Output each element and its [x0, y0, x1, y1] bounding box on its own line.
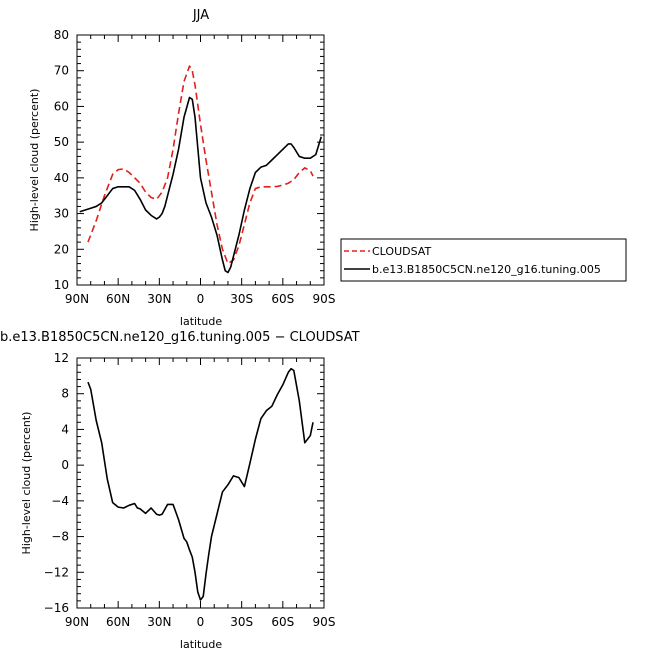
x-tick-label: 60S — [271, 292, 294, 306]
x-tick-label: 90N — [65, 292, 89, 306]
x-tick-label: 30S — [230, 615, 253, 629]
y-tick-label: 80 — [54, 28, 69, 42]
x-tick-label: 90S — [313, 615, 336, 629]
x-tick-label: 0 — [197, 615, 205, 629]
y-tick-label: −4 — [51, 494, 69, 508]
top-x-ticks: 90N 60N 30N 0 30S 60S 90S — [65, 35, 336, 306]
top-y-axis-label: High-level cloud (percent) — [28, 89, 41, 232]
y-tick-label: 30 — [54, 207, 69, 221]
x-tick-label: 30N — [147, 292, 171, 306]
bottom-series-lines — [87, 367, 314, 601]
y-tick-label: 60 — [54, 99, 69, 113]
x-tick-label: 60S — [271, 615, 294, 629]
top-chart-title: JJA — [192, 8, 209, 23]
legend-box — [340, 238, 627, 282]
bottom-y-axis-label: High-level cloud (percent) — [20, 412, 33, 555]
top-y-ticks: 10 20 30 40 50 60 70 80 — [54, 28, 324, 292]
y-tick-label: 4 — [61, 422, 69, 436]
y-tick-label: 50 — [54, 135, 69, 149]
bottom-x-axis-label: latitude — [180, 638, 222, 651]
y-tick-label: −8 — [51, 530, 69, 544]
bottom-chart-frame — [76, 357, 325, 609]
bottom-x-ticks: 90N 60N 30N 0 30S 60S 90S — [65, 358, 336, 629]
x-tick-label: 60N — [106, 292, 130, 306]
y-tick-label: 10 — [54, 278, 69, 292]
top-series-line-1 — [79, 96, 323, 274]
bottom-y-ticks: −16 −12 −8 −4 0 4 8 12 — [44, 351, 324, 615]
y-tick-label: −16 — [44, 601, 69, 615]
y-tick-label: 0 — [61, 458, 69, 472]
x-tick-label: 90S — [313, 292, 336, 306]
x-tick-label: 0 — [197, 292, 205, 306]
x-tick-label: 60N — [106, 615, 130, 629]
y-tick-label: 12 — [54, 351, 69, 365]
x-tick-label: 90N — [65, 615, 89, 629]
y-tick-label: 20 — [54, 242, 69, 256]
bottom-chart-title: b.e13.B1850C5CN.ne120_g16.tuning.005 − C… — [0, 330, 360, 345]
legend-label-cloudsat: CLOUDSAT — [372, 245, 431, 258]
y-tick-label: 70 — [54, 64, 69, 78]
top-x-axis-label: latitude — [180, 315, 222, 328]
top-chart: JJA 10 20 30 40 50 60 70 80 90N 60N 30N 0 30S 60S 90S… — [28, 8, 335, 328]
bottom-chart: b.e13.B1850C5CN.ne120_g16.tuning.005 − C… — [0, 330, 360, 651]
legend: CLOUDSAT b.e13.B1850C5CN.ne120_g16.tunin… — [340, 238, 627, 282]
top-series-line-0 — [87, 65, 314, 265]
y-tick-label: 40 — [54, 171, 69, 185]
y-tick-label: 8 — [61, 387, 69, 401]
x-tick-label: 30S — [230, 292, 253, 306]
x-tick-label: 30N — [147, 615, 171, 629]
top-chart-frame — [76, 34, 325, 286]
top-series-lines — [79, 65, 323, 274]
legend-label-model: b.e13.B1850C5CN.ne120_g16.tuning.005 — [372, 263, 601, 276]
y-tick-label: −12 — [44, 565, 69, 579]
bot-series-line-0 — [87, 367, 314, 601]
